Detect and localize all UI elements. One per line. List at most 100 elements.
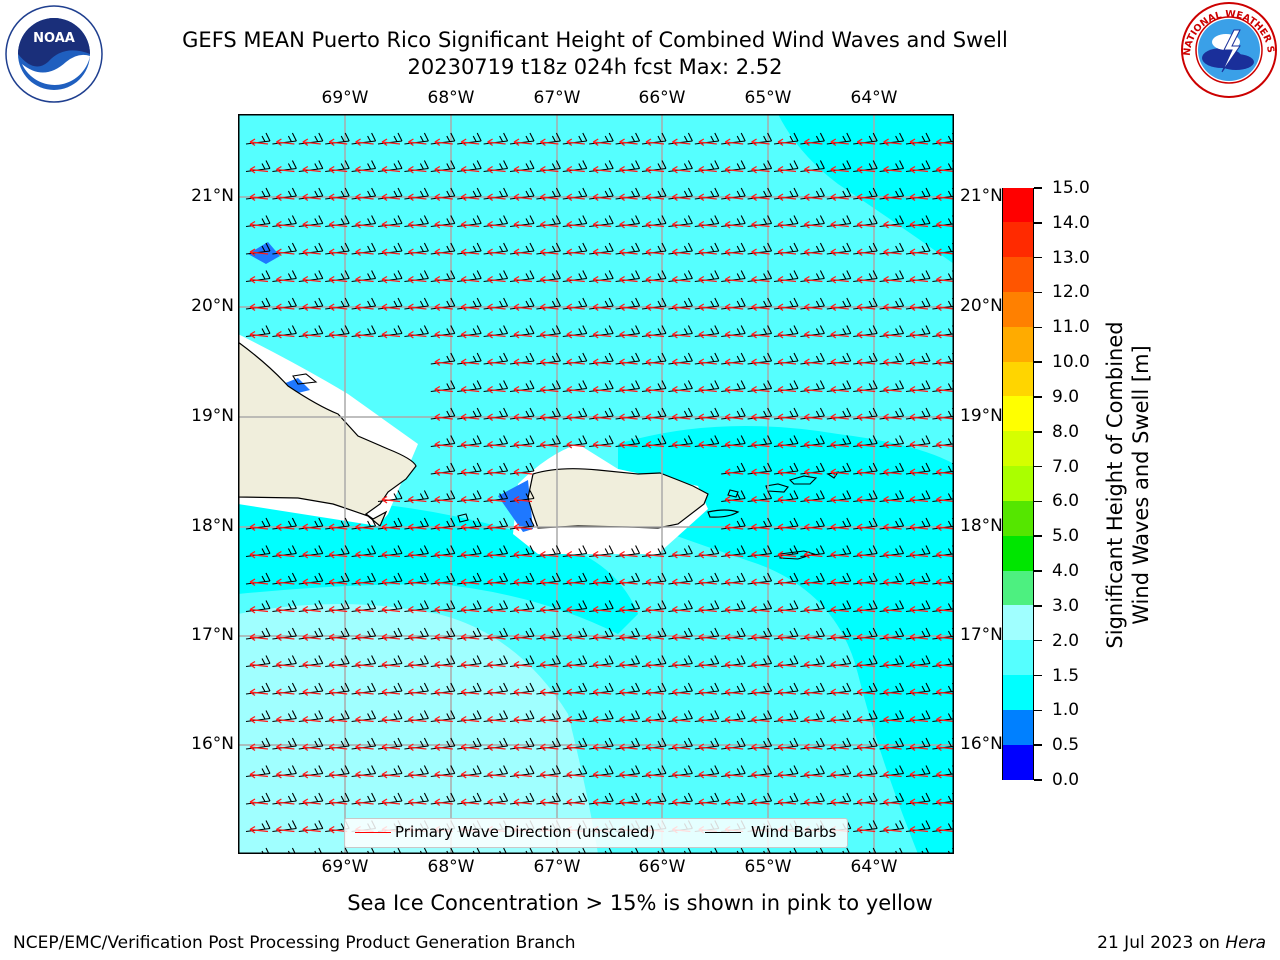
wave-direction-arrow — [698, 605, 717, 614]
wave-direction-arrow — [856, 220, 876, 229]
colorbar-segment — [1003, 570, 1033, 606]
wave-direction-arrow — [724, 688, 744, 697]
wave-direction-arrow — [751, 468, 770, 477]
wave-direction-arrow — [909, 550, 929, 559]
wave-direction-arrow — [698, 303, 717, 312]
land-hispaniola — [238, 341, 417, 527]
wave-direction-arrow — [724, 138, 744, 147]
wave-direction-arrow — [909, 440, 929, 449]
wave-direction-arrow — [540, 550, 559, 559]
wave-direction-arrow — [566, 660, 585, 669]
wave-direction-arrow — [645, 385, 665, 394]
wave-direction-arrow — [645, 275, 665, 284]
colorbar-tick — [1034, 605, 1042, 607]
wave-direction-arrow — [830, 248, 849, 257]
colorbar-tick-label: 8.0 — [1052, 421, 1080, 442]
colorbar-tick — [1034, 326, 1042, 329]
wave-direction-arrow — [249, 660, 269, 669]
wave-direction-arrow — [487, 385, 506, 394]
wave-direction-arrow — [804, 385, 823, 394]
wave-direction-arrow — [856, 468, 876, 477]
wave-direction-arrow — [540, 165, 559, 174]
wave-direction-arrow — [777, 468, 797, 477]
wave-direction-arrow — [434, 468, 453, 477]
wave-direction-arrow — [408, 605, 427, 614]
colorbar-tick-label: 6.0 — [1052, 491, 1080, 512]
wave-direction-arrow — [856, 743, 876, 752]
wave-direction-arrow — [909, 248, 929, 257]
lon-label-bottom: 67°W — [533, 857, 581, 877]
wave-direction-arrow — [672, 798, 691, 807]
wave-direction-arrow — [434, 193, 453, 202]
wave-direction-arrow — [513, 605, 533, 614]
wave-direction-arrow — [566, 138, 585, 147]
wave-direction-arrow — [302, 743, 321, 752]
wave-direction-arrow — [487, 495, 506, 504]
wave-direction-arrow — [751, 550, 770, 559]
wave-direction-arrow — [460, 715, 480, 724]
wave-direction-arrow — [513, 523, 533, 532]
wave-direction-arrow — [777, 578, 797, 587]
wave-direction-arrow — [751, 578, 770, 587]
wave-direction-arrow — [672, 385, 691, 394]
wave-direction-arrow — [434, 248, 453, 257]
wave-direction-arrow — [249, 523, 269, 532]
wave-direction-arrow — [540, 138, 559, 147]
wave-direction-arrow — [249, 220, 269, 229]
wave-direction-arrow — [460, 220, 480, 229]
wave-direction-arrow — [513, 275, 533, 284]
wave-direction-arrow — [302, 688, 321, 697]
sea-band-southwest — [238, 494, 638, 634]
wave-direction-arrow — [276, 660, 295, 669]
wave-direction-arrow — [645, 578, 665, 587]
colorbar-segment — [1003, 326, 1033, 363]
wave-direction-arrow — [276, 523, 295, 532]
wave-direction-arrow — [936, 550, 954, 559]
wave-direction-arrow — [302, 220, 321, 229]
wave-direction-arrow — [249, 578, 269, 587]
wave-direction-arrow — [460, 275, 480, 284]
wave-direction-arrow — [751, 715, 770, 724]
wave-direction-arrow — [751, 330, 770, 339]
wave-direction-arrow — [302, 165, 321, 174]
colorbar-segment — [1003, 257, 1033, 293]
wave-direction-arrow — [381, 578, 401, 587]
wave-direction-arrow — [381, 798, 401, 807]
wave-direction-arrow — [856, 358, 876, 367]
wave-direction-arrow — [777, 715, 797, 724]
wave-direction-arrow — [672, 165, 691, 174]
wave-direction-arrow — [276, 605, 295, 614]
wave-direction-arrow — [540, 330, 559, 339]
wave-direction-arrow — [936, 248, 954, 257]
wave-direction-arrow — [434, 303, 453, 312]
wave-direction-arrow — [408, 165, 427, 174]
wave-direction-arrow — [355, 248, 374, 257]
wave-direction-arrow — [540, 605, 559, 614]
wave-direction-arrow — [909, 495, 929, 504]
wave-direction-arrow — [381, 248, 401, 257]
colorbar-segment — [1003, 605, 1033, 641]
wave-direction-arrow — [302, 248, 321, 257]
wave-direction-arrow — [566, 578, 585, 587]
wave-direction-arrow — [777, 248, 797, 257]
wave-direction-arrow — [540, 385, 559, 394]
wave-direction-arrow — [936, 605, 954, 614]
wave-direction-arrow — [592, 303, 612, 312]
wind-barb-swatch — [705, 832, 741, 833]
colorbar-tick — [1034, 256, 1042, 259]
wave-direction-arrow — [619, 358, 638, 367]
wave-direction-arrow — [434, 605, 453, 614]
wave-direction-arrow — [856, 303, 876, 312]
wave-direction-arrow — [566, 165, 585, 174]
colorbar-segment — [1003, 675, 1033, 711]
wave-direction-arrow — [434, 798, 453, 807]
wave-direction-arrow — [830, 440, 849, 449]
wave-direction-arrow — [672, 413, 691, 422]
wave-direction-arrow — [804, 330, 823, 339]
wave-direction-arrow — [408, 798, 427, 807]
wave-direction-arrow — [936, 715, 954, 724]
wave-direction-arrow — [909, 330, 929, 339]
wave-direction-arrow — [672, 578, 691, 587]
wave-direction-arrow — [434, 440, 453, 449]
wave-direction-arrow — [909, 743, 929, 752]
